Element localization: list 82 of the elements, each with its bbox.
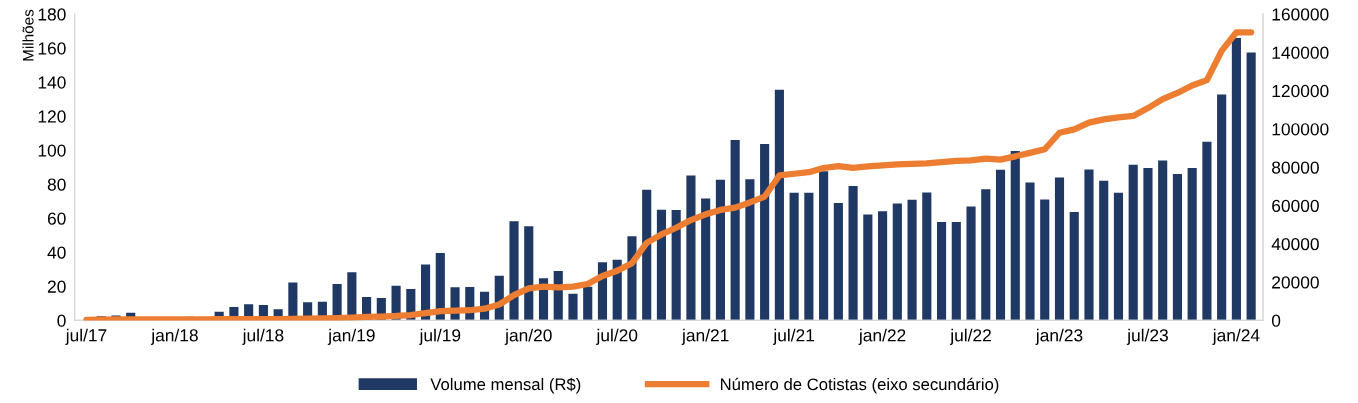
y2-tick-label: 60000 — [1272, 199, 1319, 212]
y-tick-label: 0 — [57, 314, 66, 327]
bar — [701, 198, 711, 321]
bar — [1246, 52, 1256, 321]
bar — [509, 221, 519, 321]
y-axis-title: Milhões — [22, 9, 34, 61]
bar — [1172, 174, 1182, 321]
x-tick-label: jul/22 — [949, 328, 991, 345]
y-tick-label: 100 — [38, 144, 66, 157]
bar — [1025, 182, 1035, 321]
bar — [1128, 164, 1138, 321]
y2-tick-label: 140000 — [1272, 46, 1329, 59]
bar — [995, 169, 1006, 321]
bar — [1187, 168, 1197, 321]
x-tick-label: jan/24 — [1212, 328, 1260, 345]
y-tick-label: 160 — [38, 42, 66, 55]
bar — [1158, 160, 1168, 321]
bar — [524, 226, 534, 321]
x-tick-label: jul/19 — [419, 328, 461, 345]
y2-tick-label: 120000 — [1272, 84, 1329, 98]
y2-tick-label: 160000 — [1272, 8, 1329, 21]
bar — [966, 206, 976, 321]
bar — [656, 209, 667, 321]
bar — [671, 210, 681, 321]
y2-tick-label: 0 — [1271, 314, 1281, 327]
bar — [1010, 150, 1020, 321]
x-tick-label: jan/23 — [1035, 328, 1083, 345]
bar — [1054, 177, 1065, 321]
x-tick-label: jul/23 — [1126, 328, 1168, 345]
bar — [745, 179, 755, 321]
bar — [760, 144, 770, 321]
bar — [715, 179, 725, 321]
legend-label: Volume mensal (R$) — [430, 377, 581, 394]
bar — [907, 199, 917, 321]
x-tick-label: jul/18 — [242, 328, 284, 345]
bar — [1040, 199, 1050, 321]
bar — [981, 189, 991, 321]
bar — [819, 171, 829, 321]
y2-tick-label: 40000 — [1271, 237, 1319, 251]
x-tick-label: jan/20 — [504, 328, 552, 345]
x-tick-label: jul/20 — [596, 328, 638, 345]
y-tick-label: 180 — [38, 8, 66, 21]
bar — [936, 222, 947, 321]
bar — [686, 175, 696, 321]
bar — [583, 286, 593, 321]
bar — [1099, 180, 1109, 321]
x-tick-label: jan/22 — [858, 328, 906, 345]
x-tick-label: jul/17 — [65, 328, 107, 345]
bar — [1202, 141, 1212, 321]
bar — [878, 211, 888, 321]
bar — [642, 189, 652, 321]
bar — [1084, 169, 1094, 321]
y2-tick-label: 20000 — [1272, 276, 1319, 289]
y-tick-label: 20 — [47, 280, 66, 293]
y2-tick-label: 80000 — [1272, 161, 1319, 174]
bar — [789, 192, 799, 321]
bar — [892, 203, 902, 321]
bar — [848, 185, 858, 321]
bar — [1217, 94, 1227, 321]
legend-label: Número de Cotistas (eixo secundário) — [720, 377, 999, 394]
x-tick-label: jul/21 — [772, 328, 815, 345]
y-tick-label: 120 — [38, 110, 66, 123]
bar — [922, 192, 932, 321]
bar — [1069, 212, 1079, 321]
bar — [730, 140, 740, 321]
y-tick-label: 40 — [47, 246, 66, 259]
x-tick-label: jan/21 — [681, 328, 729, 345]
bar — [774, 89, 784, 321]
y-tick-label: 80 — [47, 178, 66, 191]
bar — [833, 202, 843, 321]
y-tick-label: 60 — [47, 212, 66, 225]
bar — [1231, 37, 1241, 321]
x-tick-label: jan/18 — [150, 328, 198, 345]
y-tick-label: 140 — [38, 76, 66, 89]
bar — [1143, 168, 1153, 321]
bar — [804, 192, 814, 321]
y2-tick-label: 100000 — [1272, 123, 1329, 136]
x-tick-label: jan/19 — [327, 328, 375, 345]
bar — [568, 293, 578, 321]
bar — [1113, 192, 1124, 321]
bar — [863, 214, 873, 321]
bar — [951, 222, 961, 321]
